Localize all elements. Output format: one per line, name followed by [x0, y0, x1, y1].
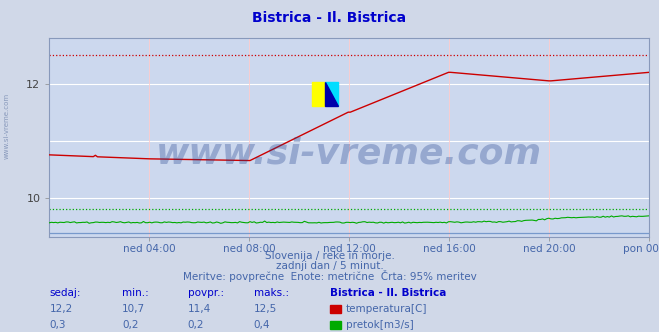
Polygon shape	[326, 82, 339, 106]
Text: pretok[m3/s]: pretok[m3/s]	[346, 320, 414, 330]
Text: Bistrica - Il. Bistrica: Bistrica - Il. Bistrica	[330, 288, 446, 298]
Text: 0,3: 0,3	[49, 320, 66, 330]
Text: Meritve: povprečne  Enote: metrične  Črta: 95% meritev: Meritve: povprečne Enote: metrične Črta:…	[183, 270, 476, 282]
Text: zadnji dan / 5 minut.: zadnji dan / 5 minut.	[275, 261, 384, 271]
Text: 0,4: 0,4	[254, 320, 270, 330]
Text: www.si-vreme.com: www.si-vreme.com	[156, 137, 542, 171]
Text: Bistrica - Il. Bistrica: Bistrica - Il. Bistrica	[252, 11, 407, 25]
Text: www.si-vreme.com: www.si-vreme.com	[3, 93, 10, 159]
Text: 10,7: 10,7	[122, 304, 145, 314]
Text: 12,2: 12,2	[49, 304, 72, 314]
Text: 11,4: 11,4	[188, 304, 211, 314]
Bar	[312, 82, 326, 106]
Polygon shape	[326, 82, 339, 106]
Text: sedaj:: sedaj:	[49, 288, 81, 298]
Text: 12,5: 12,5	[254, 304, 277, 314]
Text: min.:: min.:	[122, 288, 149, 298]
Text: Slovenija / reke in morje.: Slovenija / reke in morje.	[264, 251, 395, 261]
Text: 0,2: 0,2	[122, 320, 138, 330]
Text: 0,2: 0,2	[188, 320, 204, 330]
Text: povpr.:: povpr.:	[188, 288, 224, 298]
Text: maks.:: maks.:	[254, 288, 289, 298]
Text: temperatura[C]: temperatura[C]	[346, 304, 428, 314]
